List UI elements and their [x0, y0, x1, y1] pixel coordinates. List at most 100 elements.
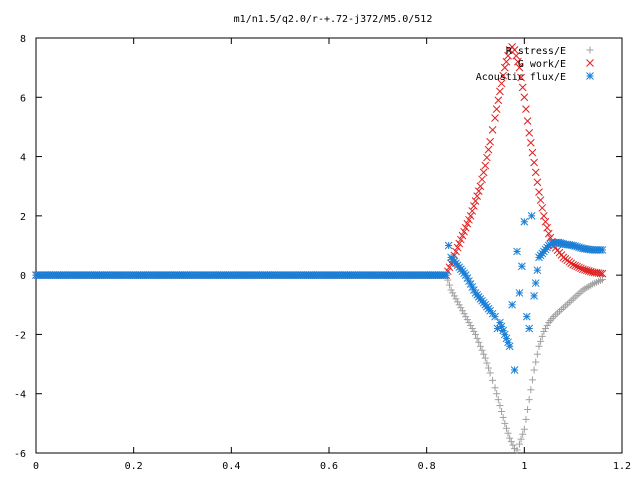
data-point [468, 207, 477, 215]
data-point [480, 350, 488, 358]
data-point [455, 301, 463, 309]
y-tick-label: 6 [20, 93, 26, 104]
data-point [460, 310, 468, 318]
data-point [492, 105, 501, 113]
data-point [461, 223, 470, 232]
data-point [447, 286, 455, 294]
data-point [598, 269, 607, 278]
data-point [530, 366, 538, 374]
data-point [512, 51, 521, 60]
data-point [533, 350, 541, 358]
series-r-stress-e [32, 271, 606, 454]
data-point [527, 212, 536, 220]
data-point [520, 93, 529, 102]
series-layer [32, 43, 607, 454]
data-point [496, 402, 504, 410]
data-point [510, 366, 519, 374]
y-tick-label: 8 [20, 34, 26, 45]
data-point [540, 327, 548, 335]
data-point [525, 396, 533, 404]
data-point [463, 219, 472, 228]
data-point [575, 263, 583, 272]
data-point [465, 215, 473, 224]
data-point [483, 359, 491, 367]
data-point [486, 369, 494, 377]
y-tick-label: 4 [20, 153, 26, 164]
data-point [455, 239, 464, 248]
data-point [517, 73, 525, 82]
data-point [598, 246, 607, 254]
data-point [489, 376, 497, 384]
data-point [507, 438, 515, 446]
data-point [501, 419, 509, 427]
data-point [457, 304, 465, 312]
data-point [518, 83, 527, 92]
chart-title: m1/n1.5/q2.0/r-+.72-j372/M5.0/512 [234, 14, 433, 25]
data-point [485, 364, 493, 372]
data-point [543, 322, 551, 330]
data-point [569, 260, 578, 269]
data-point [496, 318, 504, 327]
data-point [525, 324, 534, 333]
data-point [491, 312, 499, 321]
data-point [500, 330, 509, 339]
data-point [493, 390, 501, 398]
data-point [445, 281, 453, 289]
x-tick-label: 0.8 [418, 461, 436, 472]
legend-marker [586, 46, 594, 54]
data-point [531, 168, 540, 177]
data-point [444, 241, 453, 250]
data-point [453, 243, 462, 252]
data-point [463, 316, 471, 324]
data-point [527, 386, 535, 394]
data-point [476, 342, 484, 350]
data-point [445, 263, 454, 272]
axis-ticks [35, 37, 623, 454]
data-point [538, 204, 547, 212]
legend-label: Acoustic flux/E [476, 72, 566, 83]
data-point [473, 334, 481, 342]
data-point [483, 153, 491, 162]
data-point [474, 187, 483, 196]
data-point [450, 292, 458, 300]
data-point [467, 322, 475, 330]
x-tick-label: 0.4 [222, 461, 240, 472]
data-point [541, 325, 549, 332]
data-point [528, 148, 537, 157]
axis-tick-labels: 0 0.2 0.4 0.6 0.8 1 1.2 -6 -4 -2 0 2 4 6 8 [14, 34, 631, 472]
data-point [515, 63, 524, 72]
data-point [465, 319, 473, 327]
data-point [598, 276, 606, 284]
data-point [573, 262, 581, 271]
data-point [496, 87, 504, 96]
data-point [515, 440, 523, 448]
data-point [468, 325, 476, 332]
data-point [475, 338, 483, 346]
data-point [571, 261, 579, 270]
data-point [499, 71, 508, 80]
data-point [532, 358, 540, 366]
series-acoustic-flux-e [32, 212, 607, 374]
data-point [488, 126, 497, 134]
data-point [456, 235, 465, 244]
data-point [526, 138, 535, 147]
data-point [510, 46, 519, 54]
data-point [537, 337, 545, 345]
data-point [481, 161, 490, 170]
legend-label: R stress/E [506, 46, 566, 57]
data-point [497, 79, 506, 88]
data-point [535, 342, 543, 350]
legend-marker [586, 59, 594, 67]
data-point [472, 330, 479, 338]
data-point [513, 247, 521, 256]
data-point [491, 114, 499, 122]
data-point [536, 196, 545, 204]
data-point [499, 413, 507, 421]
data-point [471, 197, 480, 205]
data-point [476, 182, 485, 191]
data-point [596, 269, 605, 278]
legend-marker [586, 72, 594, 80]
data-point [541, 217, 550, 226]
data-point [508, 300, 516, 309]
